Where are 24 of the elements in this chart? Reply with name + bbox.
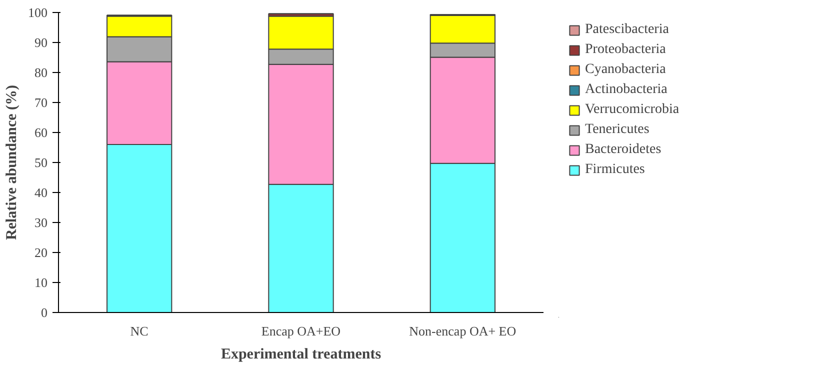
legend-label: Tenericutes: [585, 122, 650, 138]
x-tick-label: Non-encap OA+ EO: [409, 324, 516, 338]
y-tick-label: 30: [34, 215, 48, 230]
y-tick-label: 0: [41, 305, 48, 320]
y-tick-label: 60: [34, 125, 48, 140]
y-tick-label: 50: [34, 155, 48, 170]
legend-label: Patescibacteria: [585, 22, 669, 38]
y-tick-label: 90: [34, 35, 48, 50]
x-tick-label: NC: [130, 324, 148, 338]
legend-label: Verrucomicrobia: [585, 102, 680, 118]
y-tick-label: 100: [28, 5, 48, 20]
legend-label: Proteobacteria: [585, 42, 666, 58]
x-tick-label: Encap OA+EO: [261, 324, 341, 338]
legend-label: Cyanobacteria: [585, 62, 666, 78]
legend-label: Actinobacteria: [585, 82, 668, 98]
y-tick-label: 70: [34, 95, 48, 110]
y-axis-title: Relative abundance (%): [4, 85, 20, 240]
y-tick-label: 20: [34, 245, 48, 260]
y-tick-label: 40: [34, 185, 48, 200]
legend-label: Bacteroidetes: [585, 142, 662, 158]
y-tick-label: 10: [34, 275, 48, 290]
legend-label: Firmicutes: [585, 162, 645, 178]
y-tick-label: 80: [34, 65, 48, 80]
x-axis-title: Experimental treatments: [220, 346, 382, 362]
